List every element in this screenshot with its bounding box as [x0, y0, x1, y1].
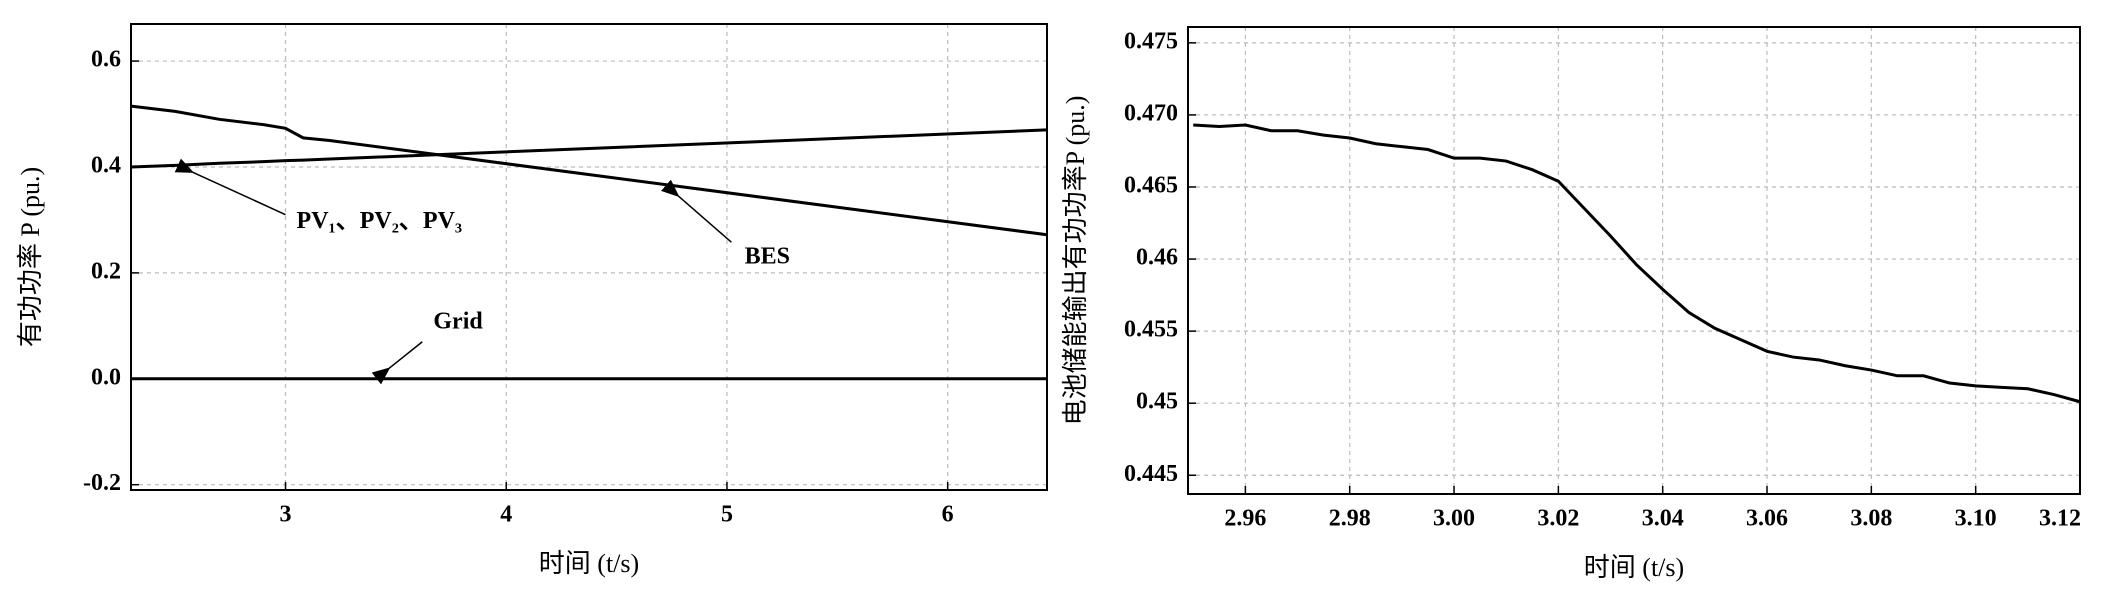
x-tick-label: 3.12 — [2039, 506, 2081, 532]
x-tick-label: 3.02 — [1537, 506, 1579, 532]
x-tick-label: 3 — [280, 502, 292, 528]
y-tick-label: 0.470 — [1124, 100, 1178, 126]
x-tick-label: 2.98 — [1329, 506, 1371, 532]
series-label: PV₁、PV₂、PV₃ — [297, 208, 463, 234]
y-tick-label: 0.445 — [1124, 461, 1178, 487]
series-label: BES — [745, 244, 790, 270]
y-tick-label: 0.4 — [91, 152, 121, 178]
x-axis-label: 时间 (t/s) — [1584, 553, 1684, 582]
data-line — [130, 104, 1048, 237]
plot-frame — [1187, 26, 2081, 495]
x-tick-label: 6 — [942, 502, 954, 528]
panel: -0.2 0.0 0.2 0.4 0.6 3 4 5 6 PV₁、PV₂、PV₃ BES Grid 时间… — [16, 23, 1048, 578]
y-tick-label: 0.0 — [91, 364, 121, 390]
x-tick-label: 3.00 — [1433, 506, 1475, 532]
x-tick-label: 3.06 — [1746, 506, 1788, 532]
annotation-arrow — [661, 179, 732, 243]
y-axis-label: 有功功率 P (pu.) — [16, 167, 45, 347]
annotation-arrow — [371, 341, 423, 385]
y-axis-label: 电池储能输出有功功率P (pu.) — [1061, 96, 1090, 426]
series-label: Grid — [433, 309, 483, 335]
x-tick-label: 3.08 — [1850, 506, 1892, 532]
plot-frame — [130, 23, 1048, 491]
y-tick-label: 0.45 — [1136, 389, 1178, 415]
data-line — [1193, 123, 2081, 404]
y-tick-label: 0.46 — [1136, 245, 1178, 271]
y-tick-label: 0.6 — [91, 47, 121, 73]
x-tick-label: 5 — [721, 502, 733, 528]
y-tick-label: 0.455 — [1124, 317, 1178, 343]
data-line — [130, 128, 1048, 169]
panel: 0.445 0.45 0.455 0.46 0.465 0.470 0.475 2.96 2.9… — [1061, 26, 2081, 582]
y-tick-label: 0.465 — [1124, 172, 1178, 198]
x-tick-label: 3.10 — [1955, 506, 1997, 532]
y-tick-label: -0.2 — [83, 470, 121, 496]
y-tick-label: 0.475 — [1124, 28, 1178, 54]
x-tick-label: 3.04 — [1642, 506, 1684, 532]
x-tick-label: 4 — [500, 502, 512, 528]
y-tick-label: 0.2 — [91, 258, 121, 284]
annotation-arrow — [174, 158, 286, 216]
x-tick-label: 2.96 — [1224, 506, 1266, 532]
x-axis-label: 时间 (t/s) — [539, 549, 639, 578]
